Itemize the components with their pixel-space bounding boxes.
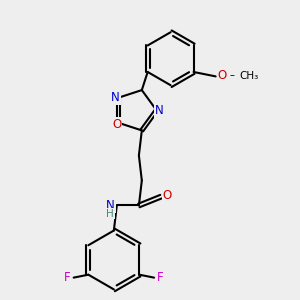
Text: O: O [163,189,172,202]
Text: O: O [218,69,227,82]
Text: F: F [64,271,70,284]
Text: H: H [106,209,114,219]
Text: O: O [112,118,121,131]
Text: N: N [106,199,115,212]
Text: N: N [111,91,120,104]
Text: CH₃: CH₃ [239,70,258,80]
Text: F: F [157,271,164,284]
Text: –: – [230,70,234,80]
Text: N: N [155,104,164,117]
